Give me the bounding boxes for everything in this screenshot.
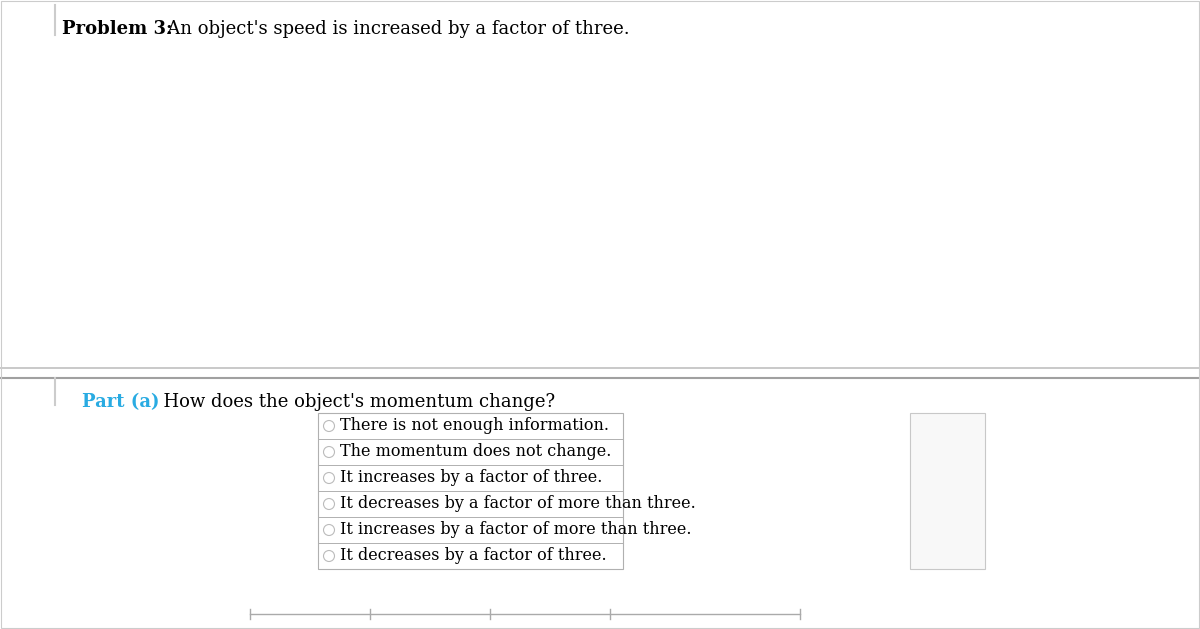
Text: The momentum does not change.: The momentum does not change. (340, 443, 611, 460)
Text: It increases by a factor of more than three.: It increases by a factor of more than th… (340, 521, 691, 538)
Text: It decreases by a factor of more than three.: It decreases by a factor of more than th… (340, 496, 696, 513)
Bar (910, 413, 985, 569)
Text: Problem 3:: Problem 3: (62, 20, 173, 38)
Text: There is not enough information.: There is not enough information. (340, 418, 610, 435)
Bar (318, 413, 623, 569)
Text: Part (a): Part (a) (82, 393, 160, 411)
Text: How does the object's momentum change?: How does the object's momentum change? (152, 393, 556, 411)
Text: An object's speed is increased by a factor of three.: An object's speed is increased by a fact… (150, 20, 630, 38)
Text: It increases by a factor of three.: It increases by a factor of three. (340, 469, 602, 486)
Text: It decreases by a factor of three.: It decreases by a factor of three. (340, 547, 607, 564)
